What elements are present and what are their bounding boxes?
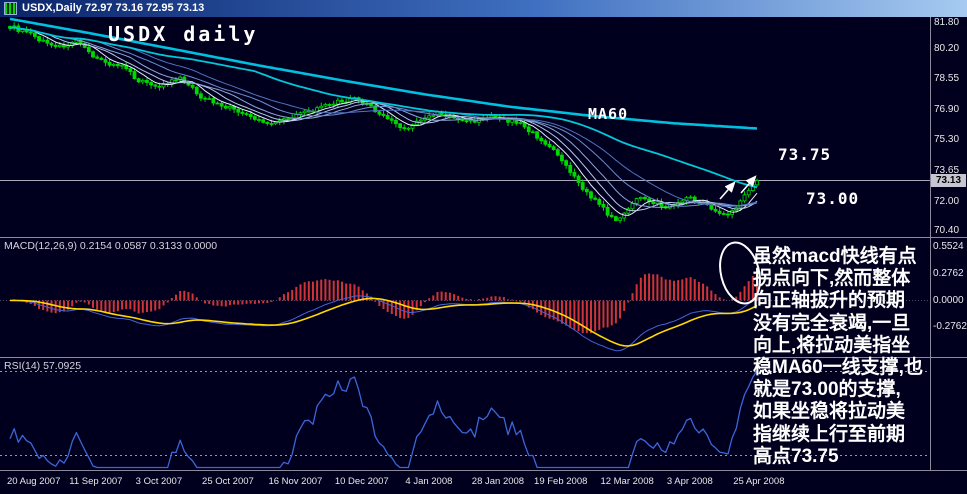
window-titlebar[interactable]: USDX,Daily 72.97 73.16 72.95 73.13 bbox=[0, 0, 967, 17]
ma60-label: MA60 bbox=[588, 105, 629, 123]
resistance-level-label: 73.75 bbox=[778, 145, 832, 164]
rsi-indicator-label: RSI(14) 57.0925 bbox=[4, 360, 82, 372]
symbol-watermark: USDX daily bbox=[108, 22, 259, 46]
window-title: USDX,Daily 72.97 73.16 72.95 73.13 bbox=[22, 2, 205, 14]
macd-indicator-label: MACD(12,26,9) 0.2154 0.0587 0.3133 0.000… bbox=[4, 240, 218, 252]
support-level-label: 73.00 bbox=[806, 189, 860, 208]
analysis-annotation: 虽然macd快线有点 拐点向下,然而整体 向正轴拔升的预期 没有完全衰竭,一旦 … bbox=[753, 246, 923, 467]
chart-icon bbox=[4, 2, 17, 15]
current-price-tag: 73.13 bbox=[931, 173, 966, 187]
